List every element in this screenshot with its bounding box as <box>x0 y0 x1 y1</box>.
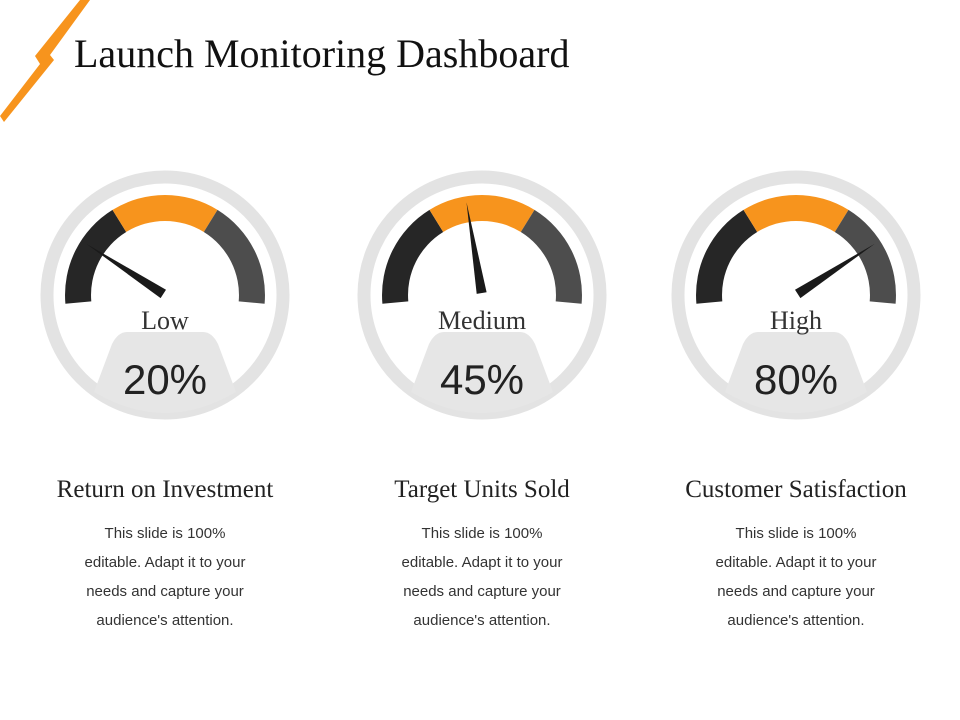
gauge-needle <box>86 243 166 299</box>
metric-description: This slide is 100% editable. Adapt it to… <box>401 525 563 629</box>
metric-title: Target Units Sold <box>394 476 570 503</box>
gauge-value-label: 20% <box>122 356 208 403</box>
gauge-segment-high <box>203 209 265 304</box>
gauge-segment-low <box>382 209 444 304</box>
gauge-value-label: 45% <box>439 356 525 403</box>
gauge-segment-high <box>520 209 582 304</box>
gauge-card-satisfaction: High 80% Customer Satisfaction This slid… <box>646 170 946 650</box>
gauge-chart <box>40 170 290 420</box>
gauge-needle <box>795 243 875 299</box>
gauge-segment-low <box>65 209 127 304</box>
metric-title: Return on Investment <box>56 476 274 503</box>
lightning-bolt-icon <box>0 0 90 122</box>
gauge-level-label: High <box>770 306 822 335</box>
gauge-plate <box>411 332 553 413</box>
gauge-chart <box>671 170 921 420</box>
page-title: Launch Monitoring Dashboard <box>74 31 570 76</box>
gauge-card-roi: Low 20% Return on Investment This slide … <box>15 170 315 650</box>
gauge-level-label: Medium <box>437 306 527 335</box>
gauge-segment-low <box>696 209 758 304</box>
metric-description: This slide is 100% editable. Adapt it to… <box>715 525 877 629</box>
gauge-segment-high <box>834 209 896 304</box>
metric-title: Customer Satisfaction <box>685 476 907 503</box>
gauge-chart <box>357 170 607 420</box>
gauge-level-label: Low <box>141 306 189 335</box>
gauge-plate <box>94 332 236 413</box>
gauge-value-label: 80% <box>753 356 839 403</box>
gauge-plate <box>725 332 867 413</box>
gauge-segment-medium <box>429 195 535 232</box>
gauge-segment-medium <box>112 195 218 232</box>
gauge-needle <box>466 202 487 294</box>
metric-description: This slide is 100% editable. Adapt it to… <box>84 525 246 629</box>
gauge-card-units: Medium 45% Target Units Sold This slide … <box>332 170 632 650</box>
gauge-segment-medium <box>743 195 849 232</box>
